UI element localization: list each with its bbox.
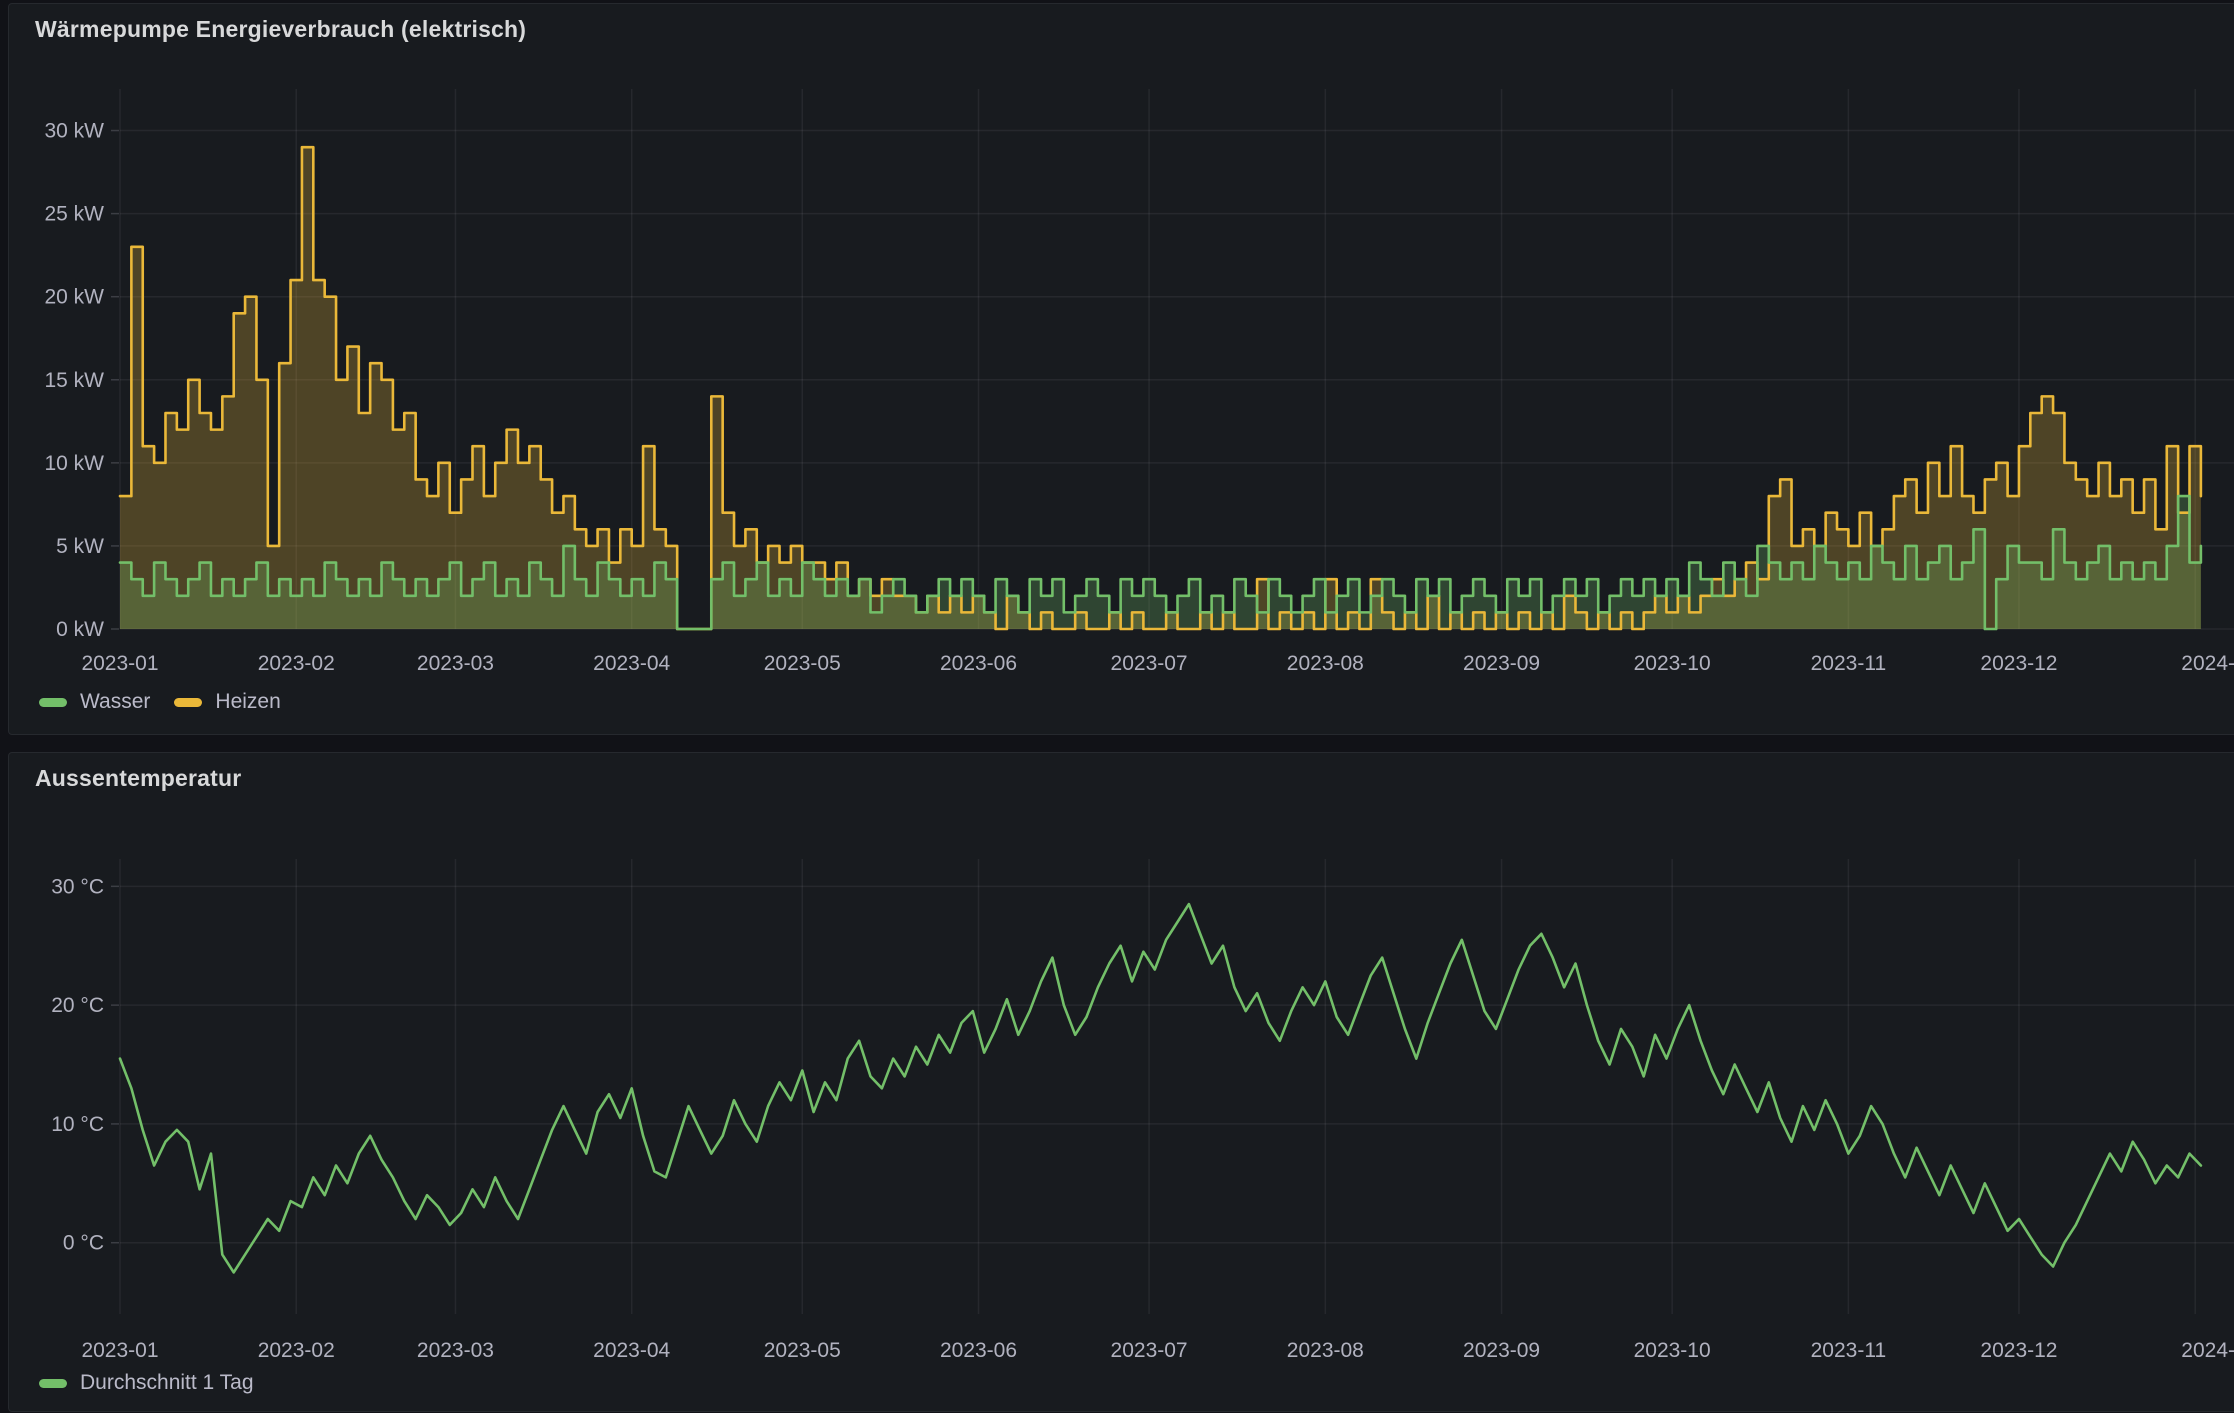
svg-text:2023-08: 2023-08 [1287,652,1364,675]
svg-text:2023-06: 2023-06 [940,652,1017,675]
svg-text:2023-06: 2023-06 [940,1339,1017,1362]
grafana-dashboard: { "colors": { "page_bg": "#111217", "pan… [0,0,2234,1406]
svg-text:2023-08: 2023-08 [1287,1339,1364,1362]
svg-text:15 kW: 15 kW [44,369,104,392]
heizen-series-swatch [174,698,202,707]
svg-text:20 kW: 20 kW [44,286,104,309]
svg-text:2024-: 2024- [2181,1339,2234,1362]
wasser-series-label: Wasser [80,690,150,714]
legend-item-wasser[interactable]: Wasser [39,690,150,714]
svg-text:0 °C: 0 °C [63,1232,104,1255]
svg-text:2023-09: 2023-09 [1463,1339,1540,1362]
panel-temperature: Aussentemperatur 0 °C10 °C20 °C30 °C2023… [8,752,2234,1412]
svg-text:10 °C: 10 °C [51,1113,104,1136]
energy-chart-svg[interactable]: 0 kW 5 kW 10 kW 15 kW 20 kW 25 kW 30 kW 2023-01… [9,4,2234,736]
svg-text:2023-04: 2023-04 [593,1339,670,1362]
svg-text:5 kW: 5 kW [56,535,104,558]
panel-energy-legend: Wasser Heizen [39,690,281,714]
temperature-chart-svg[interactable]: 0 °C 10 °C 20 °C 30 °C 2023-01 2023-02 2023-03… [9,753,2234,1413]
svg-text:2023-07: 2023-07 [1111,652,1188,675]
wasser-series-swatch [39,698,67,707]
svg-text:2023-11: 2023-11 [1811,1339,1887,1362]
svg-text:2023-03: 2023-03 [417,652,494,675]
legend-item-durchschnitt[interactable]: Durchschnitt 1 Tag [39,1371,254,1395]
svg-text:2023-07: 2023-07 [1111,1339,1188,1362]
svg-text:10 kW: 10 kW [44,452,104,475]
svg-text:2023-12: 2023-12 [1980,1339,2057,1362]
svg-text:2023-10: 2023-10 [1634,652,1711,675]
svg-text:2023-03: 2023-03 [417,1339,494,1362]
panel-temperature-legend: Durchschnitt 1 Tag [39,1371,254,1395]
legend-item-heizen[interactable]: Heizen [174,690,280,714]
svg-text:25 kW: 25 kW [44,203,104,226]
svg-text:30 kW: 30 kW [44,120,104,143]
svg-text:0 kW: 0 kW [56,618,104,641]
svg-text:20 °C: 20 °C [51,994,104,1017]
svg-text:30 °C: 30 °C [51,875,104,898]
svg-text:2023-05: 2023-05 [764,652,841,675]
heizen-series-label: Heizen [215,690,280,714]
panel-energy: Wärmepumpe Energieverbrauch (elektrisch)… [8,3,2234,735]
svg-text:2023-02: 2023-02 [258,652,335,675]
durchschnitt-series-label: Durchschnitt 1 Tag [80,1371,254,1395]
svg-text:2023-05: 2023-05 [764,1339,841,1362]
svg-text:2023-11: 2023-11 [1811,652,1887,675]
svg-text:2023-02: 2023-02 [258,1339,335,1362]
svg-text:2023-01: 2023-01 [81,1339,158,1362]
svg-text:2023-10: 2023-10 [1634,1339,1711,1362]
svg-text:2023-04: 2023-04 [593,652,670,675]
svg-text:2023-09: 2023-09 [1463,652,1540,675]
svg-text:2023-12: 2023-12 [1980,652,2057,675]
durchschnitt-series-swatch [39,1379,67,1388]
svg-text:2024-: 2024- [2181,652,2234,675]
svg-text:2023-01: 2023-01 [81,652,158,675]
